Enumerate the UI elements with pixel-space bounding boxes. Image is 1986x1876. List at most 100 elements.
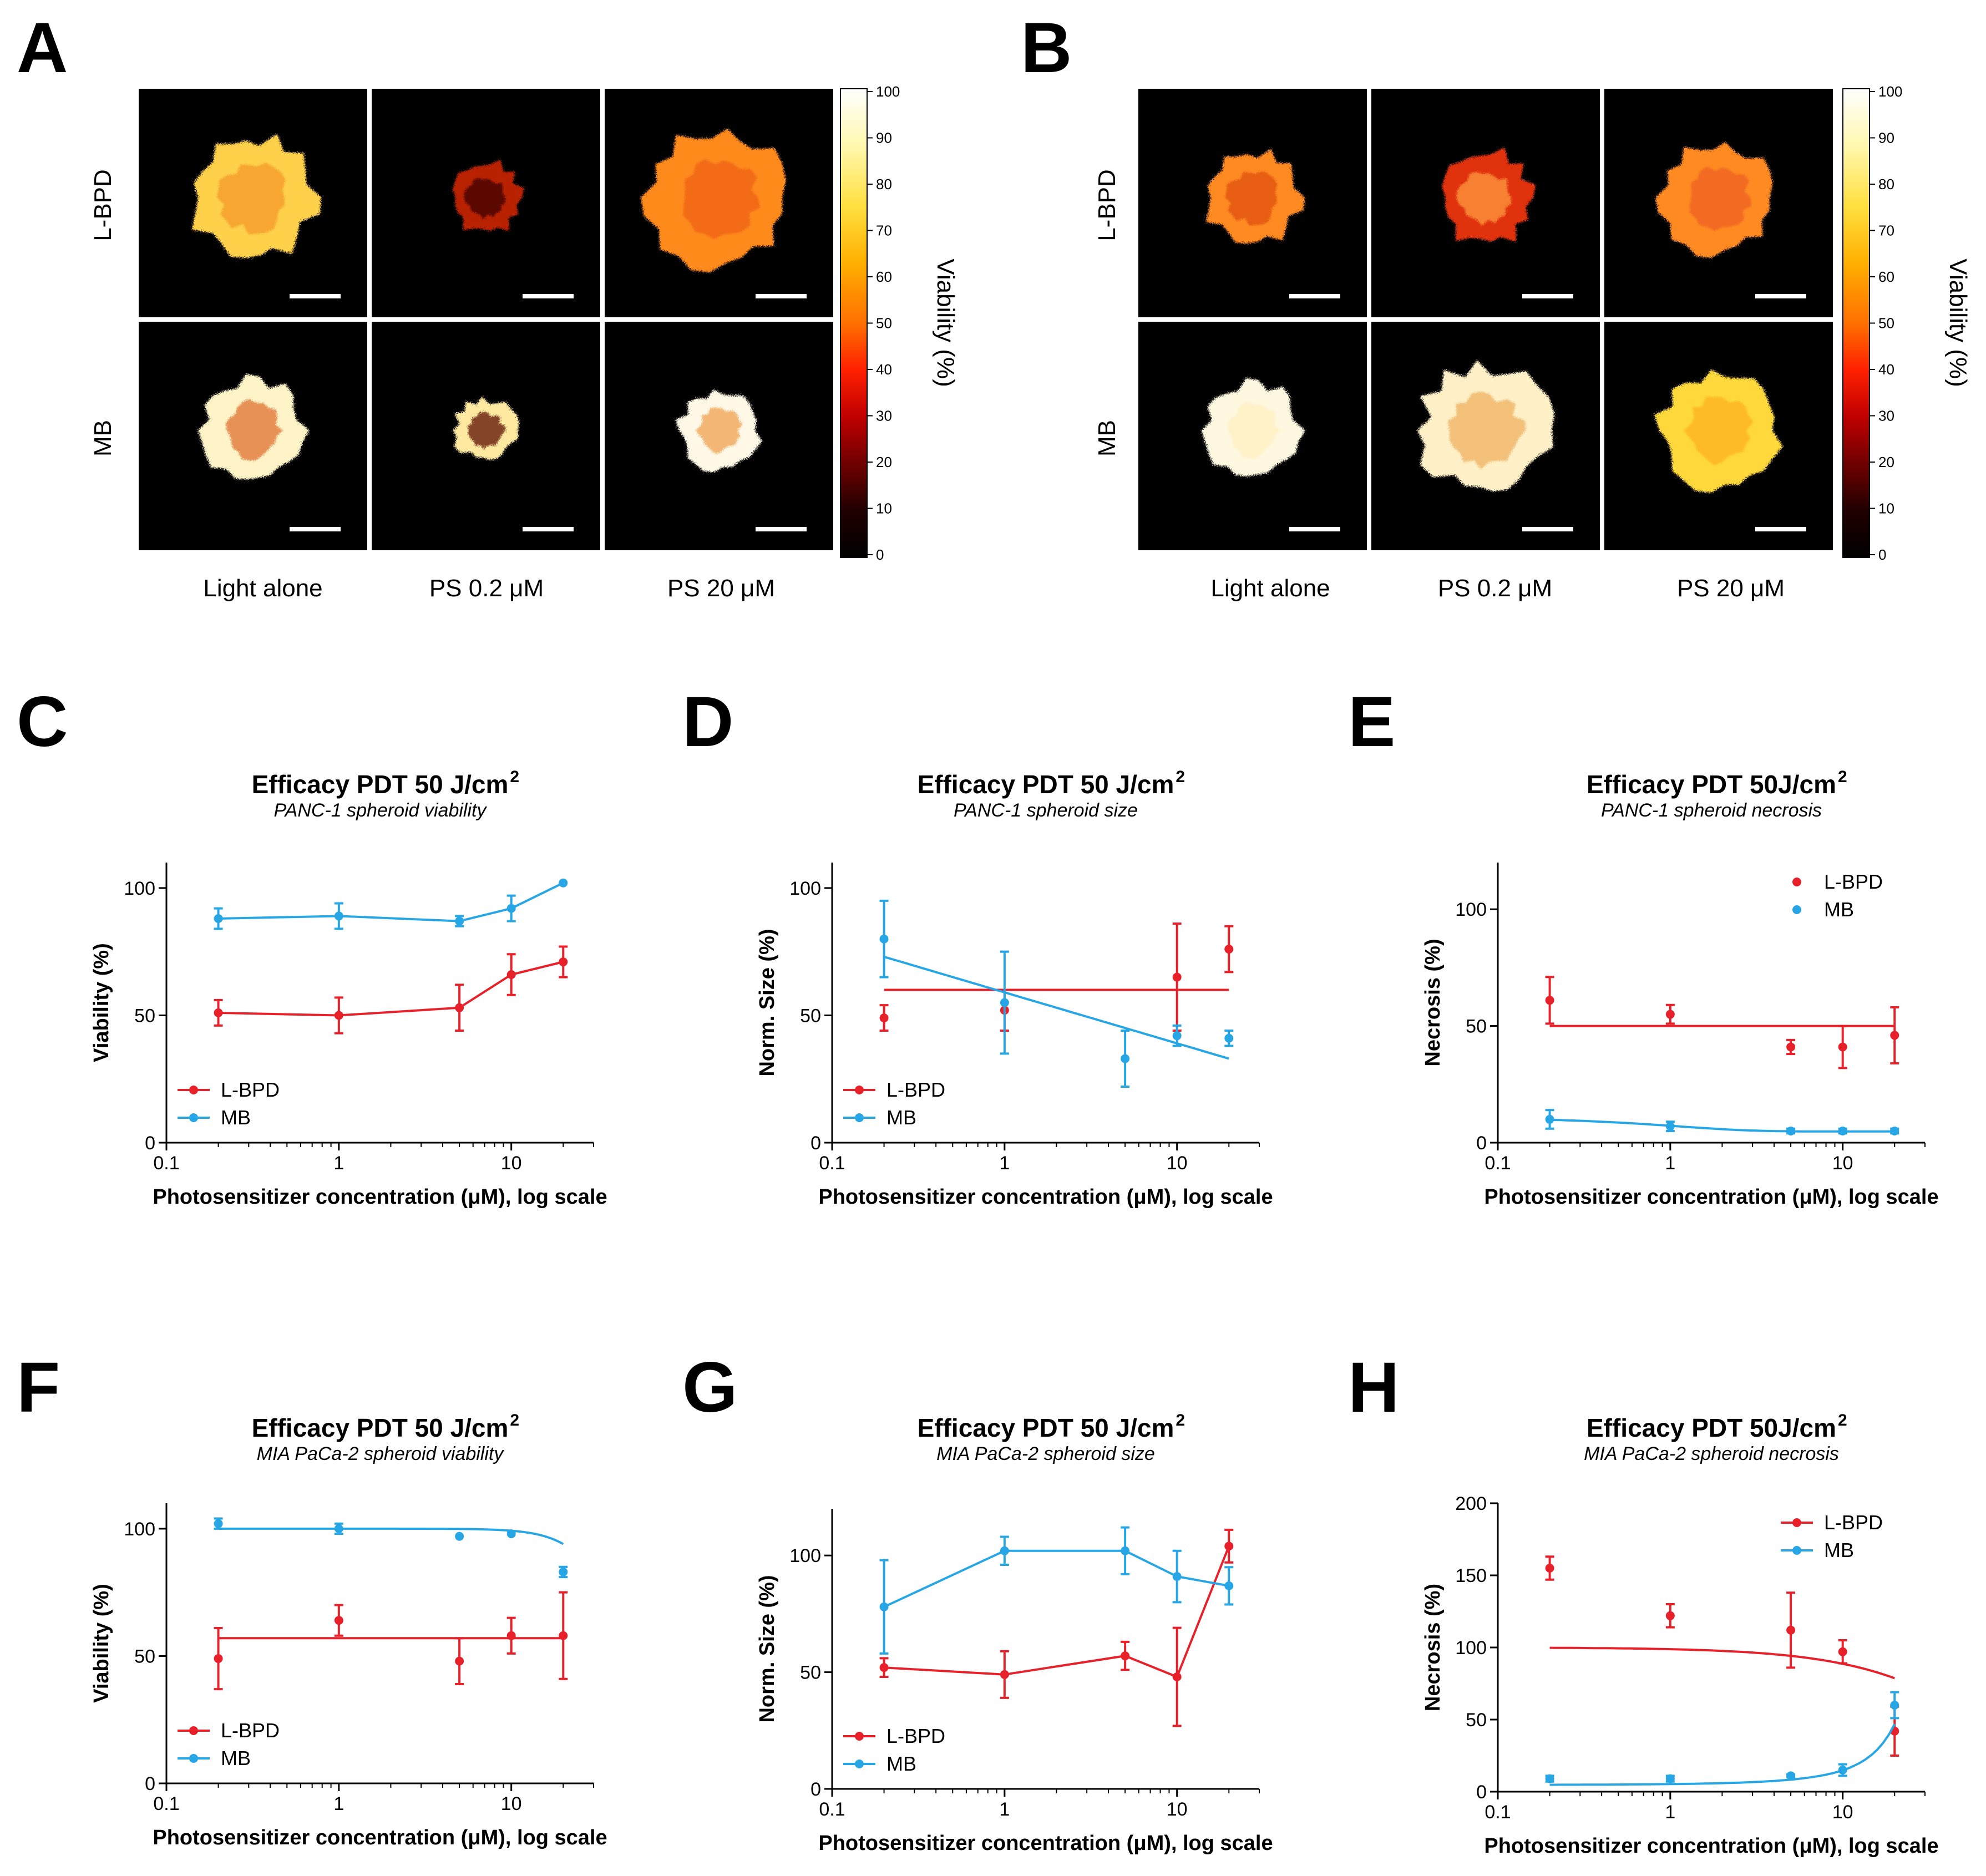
chart-g: Efficacy PDT 50 J/cm 2 MIA PaCa-2 spheroid…: [756, 1411, 1273, 1855]
x-tick-label: 1: [1665, 1153, 1675, 1174]
data-point: [879, 1013, 889, 1023]
x-tick-label: 10: [501, 1153, 522, 1174]
data-point: [1172, 972, 1182, 982]
data-point: [1665, 1122, 1675, 1131]
y-tick-label: 50: [800, 1005, 821, 1026]
legend-label: MB: [221, 1747, 251, 1769]
chart-title: Efficacy PDT 50 J/cm: [918, 770, 1174, 799]
data-point: [1890, 1701, 1899, 1710]
legend-swatch-dot: [1792, 1546, 1801, 1555]
data-point: [1665, 1010, 1675, 1019]
data-point: [455, 916, 464, 926]
legend-swatch-dot: [1792, 878, 1801, 886]
data-point: [1000, 998, 1009, 1007]
data-point: [1224, 945, 1234, 954]
data-point: [559, 1567, 568, 1576]
row-label-mb-b: MB: [1093, 420, 1121, 457]
panel-label-g: G: [682, 1348, 738, 1427]
scale-bar: [290, 527, 341, 531]
data-point: [1224, 1033, 1234, 1043]
colorbar-tick-label: 20: [876, 454, 892, 470]
x-tick-label: 1: [333, 1153, 344, 1174]
legend-swatch-dot: [189, 1726, 198, 1735]
colorbar-tick-label: 40: [1878, 361, 1894, 378]
spheroid-image: [372, 322, 600, 550]
scale-bar: [1522, 294, 1573, 298]
data-point: [879, 934, 889, 944]
chart-c: Efficacy PDT 50 J/cm 2 PANC-1 spheroid via…: [90, 768, 607, 1209]
y-tick-label: 0: [145, 1133, 155, 1154]
data-point: [1665, 1611, 1675, 1620]
colorbar-tick-label: 100: [1878, 83, 1902, 100]
y-tick-label: 0: [1476, 1133, 1487, 1154]
series-mb: [214, 1517, 568, 1579]
colorbar-tick-label: 70: [876, 222, 892, 239]
chart-title-superscript: 2: [1176, 768, 1185, 786]
spheroid-image: [1371, 89, 1600, 317]
x-tick-label: 10: [1832, 1802, 1853, 1823]
scale-bar: [523, 527, 574, 531]
data-point: [506, 904, 516, 913]
series-mb: [1545, 1691, 1899, 1786]
data-point: [506, 1529, 516, 1539]
spheroid-core: [696, 408, 743, 454]
colorbar-tick-label: 60: [876, 268, 892, 285]
spheroid-core: [1447, 391, 1526, 470]
legend-label: MB: [221, 1106, 251, 1129]
legend-label: L-BPD: [1824, 1511, 1883, 1534]
spheroid-image: [605, 322, 833, 550]
x-tick-label: 1: [1665, 1802, 1675, 1823]
colorbar-label: Viability (%): [1944, 258, 1972, 387]
y-tick-label: 100: [124, 878, 155, 899]
data-point: [879, 1602, 889, 1611]
scale-bar: [756, 294, 807, 298]
data-point: [506, 1631, 516, 1640]
y-axis-label: Norm. Size (%): [756, 929, 779, 1076]
data-point: [1786, 1042, 1796, 1052]
series-mb: [879, 899, 1234, 1088]
data-point: [1890, 1031, 1899, 1040]
data-point: [1000, 1670, 1009, 1679]
col-label-light-a: Light alone: [203, 575, 322, 602]
data-point: [455, 1003, 464, 1012]
series-l-bpd: [879, 1528, 1234, 1727]
data-point: [334, 911, 343, 921]
x-tick-label: 1: [333, 1793, 344, 1814]
colorbar-tick-label: 30: [1878, 408, 1894, 424]
legend-swatch-dot: [189, 1754, 198, 1763]
data-point: [1000, 1546, 1009, 1555]
legend: L-BPD MB: [1792, 870, 1883, 921]
data-point: [879, 1663, 889, 1672]
colorbar-tick-label: 80: [876, 176, 892, 192]
col-label-ps20-b: PS 20 μM: [1677, 575, 1785, 602]
scale-bar: [290, 294, 341, 298]
series-mb: [214, 878, 568, 930]
data-point: [1786, 1126, 1796, 1135]
x-axis-label: Photosensitizer concentration (μM), log …: [818, 1832, 1273, 1855]
x-axis-label: Photosensitizer concentration (μM), log …: [1484, 1834, 1938, 1858]
spheroid-image: [1604, 322, 1833, 550]
legend-label: L-BPD: [1824, 870, 1883, 893]
legend-swatch-dot: [189, 1113, 198, 1122]
data-point: [214, 1654, 223, 1664]
scale-bar: [1289, 294, 1340, 298]
x-tick-label: 0.1: [1485, 1153, 1511, 1174]
data-point: [1786, 1625, 1796, 1635]
colorbar-tick-label: 60: [1878, 268, 1894, 285]
legend-label: MB: [886, 1752, 916, 1775]
data-point: [559, 878, 568, 888]
colorbar-tick-label: 10: [876, 500, 892, 517]
chart-subtitle: PANC-1 spheroid viability: [274, 800, 488, 821]
y-tick-label: 0: [810, 1779, 821, 1800]
data-point: [1121, 1546, 1130, 1555]
colorbar-tick-label: 90: [876, 130, 892, 146]
legend-label: MB: [1824, 898, 1854, 921]
data-point: [1545, 1564, 1554, 1573]
x-tick-label: 1: [999, 1799, 1010, 1820]
data-point: [334, 1011, 343, 1020]
x-axis-label: Photosensitizer concentration (μM), log …: [818, 1185, 1273, 1209]
chart-title: Efficacy PDT 50J/cm: [1587, 1413, 1836, 1442]
